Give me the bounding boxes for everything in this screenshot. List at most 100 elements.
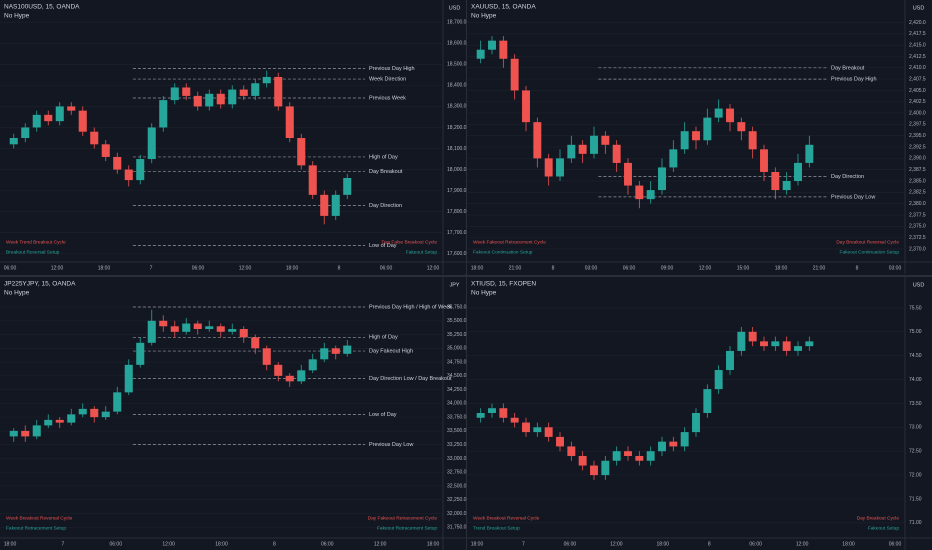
candle-body: [67, 106, 76, 111]
candle-body: [499, 40, 508, 59]
candle-body: [805, 341, 814, 347]
candle-body: [782, 181, 791, 191]
level-label: Week Direction: [369, 77, 406, 83]
cycle-note: Day Fakeout Retracement Cycle: [368, 515, 438, 521]
x-tick-label: 8: [552, 265, 555, 271]
candle-body: [216, 93, 225, 105]
candle-body: [136, 159, 145, 181]
y-tick-label: 34,250.0: [447, 387, 467, 393]
y-tick-label: 34,750.0: [447, 359, 467, 365]
x-tick-label: 18:00: [4, 541, 17, 547]
candle-body: [228, 329, 237, 332]
symbol-title: NAS100USD, 15, OANDA: [4, 4, 80, 11]
candle-body: [262, 76, 271, 84]
y-tick-label: 2,370.0: [909, 246, 926, 252]
x-tick-label: 03:00: [585, 265, 598, 271]
candle-body: [251, 83, 260, 96]
candle-body: [101, 144, 110, 157]
candle-body: [136, 342, 145, 365]
level-label: Previous Day Low: [831, 194, 875, 200]
x-tick-label: 18:00: [98, 265, 111, 271]
x-tick-label: 8: [708, 541, 711, 547]
candle-body: [124, 364, 133, 393]
x-tick-label: 06:00: [889, 541, 902, 547]
y-tick-label: 71.50: [909, 496, 922, 502]
candle-body: [343, 345, 352, 354]
y-tick-label: 18,500.0: [447, 62, 467, 68]
candle-body: [658, 167, 666, 191]
y-tick-label: 73.00: [909, 425, 922, 431]
y-tick-label: 2,407.5: [909, 76, 926, 82]
cycle-note: Week Breakout Reversal Cycle: [473, 515, 540, 521]
level-label: Previous Day High: [369, 66, 415, 72]
candle-body: [21, 430, 30, 437]
y-tick-label: 2,397.5: [909, 122, 926, 128]
candle-body: [90, 131, 99, 145]
candle-body: [228, 89, 237, 105]
y-tick-label: 2,415.0: [909, 42, 926, 48]
candle-body: [590, 135, 598, 154]
price-axis: [443, 277, 466, 550]
symbol-title: XAUUSD, 15, OANDA: [471, 4, 536, 11]
x-tick-label: 21:00: [509, 265, 522, 271]
candle-body: [113, 156, 122, 170]
candle-body: [760, 149, 768, 172]
cycle-note: Breakout Reversal Setup: [6, 249, 60, 255]
candle-body: [601, 135, 610, 145]
y-tick-label: 34,000.0: [447, 401, 467, 407]
cycle-note: Trend Breakout Setup: [473, 525, 520, 531]
x-tick-label: 09:00: [661, 265, 674, 271]
candle-body: [78, 408, 87, 415]
y-tick-label: 32,250.0: [447, 497, 467, 503]
candle-body: [748, 331, 757, 342]
y-tick-label: 2,387.5: [909, 167, 926, 173]
x-tick-label: 12:00: [51, 265, 64, 271]
cycle-note: Day Breakout Reversal Cycle: [836, 239, 899, 245]
candle-body: [794, 346, 802, 351]
x-tick-label: 12:00: [427, 265, 440, 271]
candle-body: [612, 144, 621, 163]
candle-body: [124, 169, 133, 181]
indicator-name: No Hype: [4, 290, 30, 297]
candle-body: [9, 138, 18, 145]
candle-body: [703, 117, 712, 141]
y-tick-label: 32,750.0: [447, 470, 467, 476]
y-tick-label: 33,000.0: [447, 456, 467, 462]
x-tick-label: 12:00: [374, 541, 387, 547]
candle-body: [205, 93, 214, 107]
candle-body: [262, 348, 271, 365]
candle-body: [476, 49, 485, 59]
y-tick-label: 2,382.5: [909, 190, 926, 196]
candle-body: [703, 389, 712, 413]
cycle-note: Day False Breakout Cycle: [382, 239, 438, 245]
level-label: Previous Day High: [831, 77, 877, 83]
y-tick-label: 2,372.5: [909, 235, 926, 241]
candle-body: [794, 162, 802, 182]
y-tick-label: 18,100.0: [447, 146, 467, 152]
candle-body: [533, 122, 542, 159]
candle-body: [578, 455, 587, 466]
candle-body: [297, 370, 306, 382]
candle-body: [159, 100, 168, 128]
candle-body: [646, 190, 655, 200]
y-tick-label: 18,600.0: [447, 41, 467, 47]
candle-body: [320, 348, 329, 360]
candle-body: [285, 106, 294, 138]
y-tick-label: 2,380.0: [909, 201, 926, 207]
x-tick-label: 06:00: [4, 265, 17, 271]
candle-body: [510, 58, 519, 91]
y-tick-label: 2,392.5: [909, 144, 926, 150]
candle-body: [782, 341, 791, 351]
y-tick-label: 2,377.5: [909, 212, 926, 218]
cycle-note: Fakeout Continuation Setup: [473, 249, 533, 255]
y-tick-label: 31,750.0: [447, 525, 467, 531]
candle-body: [635, 455, 644, 461]
y-tick-label: 33,750.0: [447, 414, 467, 420]
candle-body: [205, 326, 214, 330]
currency: JPY: [449, 282, 459, 288]
candle-body: [182, 87, 191, 96]
price-axis: [905, 0, 932, 274]
currency: USD: [449, 5, 461, 11]
